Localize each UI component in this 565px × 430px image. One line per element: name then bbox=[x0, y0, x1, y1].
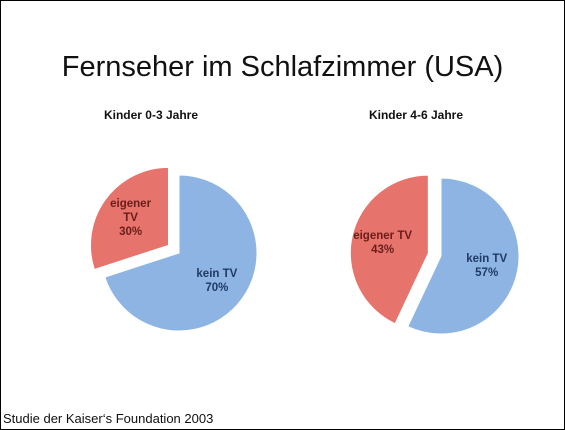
category-label: eigener TV bbox=[353, 229, 413, 242]
pie-slice bbox=[349, 174, 429, 325]
category-label: kein TV bbox=[196, 267, 238, 280]
value-label: 30% bbox=[119, 225, 143, 238]
slice-label: kein TV 57% bbox=[447, 252, 527, 280]
value-label: 43% bbox=[371, 243, 395, 256]
footer: Studie der Kaiser‘s Foundation 2003 bbox=[3, 411, 214, 426]
value-label: 57% bbox=[475, 267, 499, 280]
category-label: eigener TV bbox=[110, 197, 152, 224]
pie-slice bbox=[90, 166, 169, 271]
pie-slice bbox=[104, 174, 258, 332]
chart-title: Kinder 4-6 Jahre bbox=[368, 108, 464, 122]
slice-label: eigener TV 30% bbox=[108, 197, 154, 239]
pie-slice bbox=[407, 177, 520, 335]
slice-label: eigener TV 43% bbox=[343, 229, 423, 257]
value-label: 70% bbox=[205, 281, 229, 294]
slide-title: Fernseher im Schlafzimmer (USA) bbox=[61, 51, 504, 83]
slice-label: kein TV 70% bbox=[194, 267, 240, 295]
chart-title: Kinder 0-3 Jahre bbox=[103, 108, 199, 122]
category-label: kein TV bbox=[466, 253, 508, 266]
